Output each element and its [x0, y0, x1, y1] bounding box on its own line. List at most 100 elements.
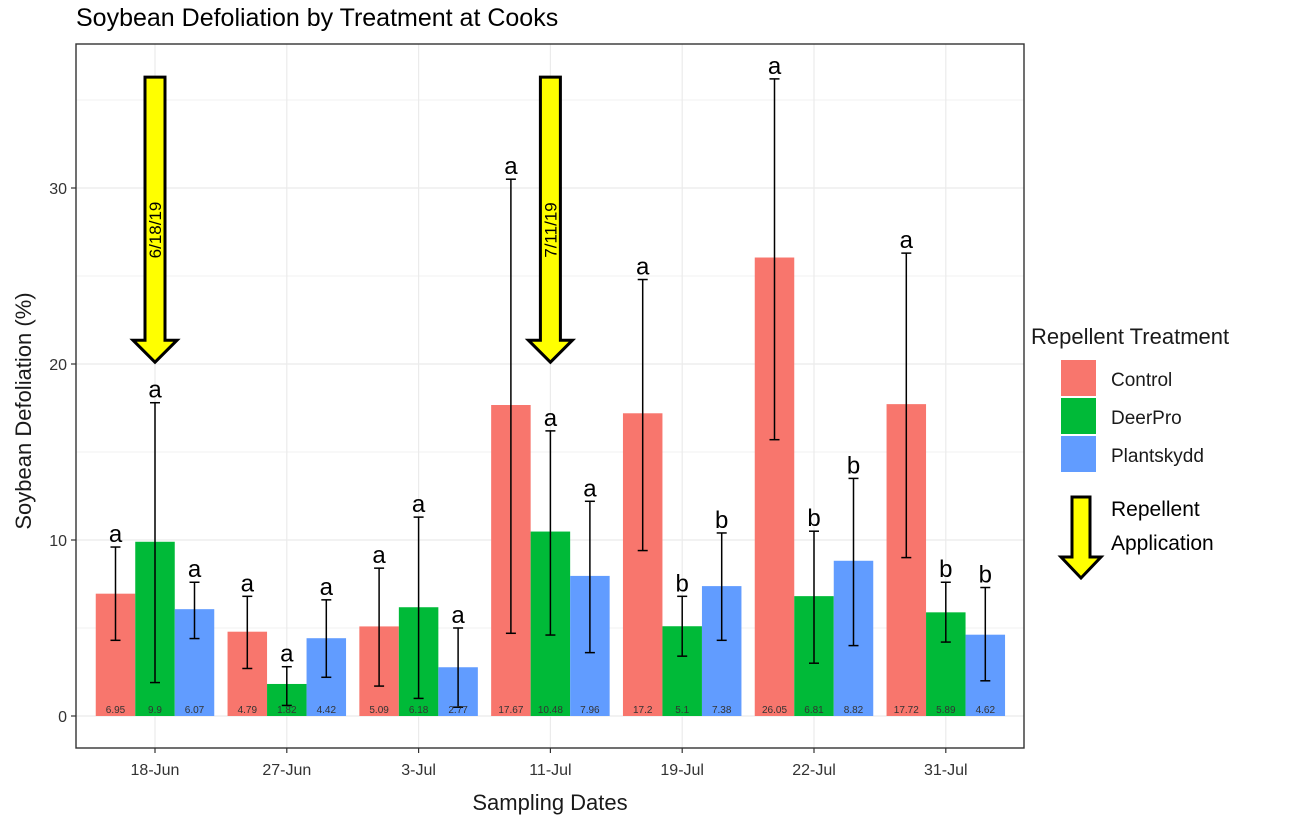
bar-value-label: 9.9 — [148, 705, 162, 716]
legend-note-line: Application — [1111, 532, 1214, 555]
error-bar — [413, 516, 424, 700]
error-bar — [242, 595, 253, 670]
x-tick-label: 27-Jun — [262, 762, 311, 779]
significance-letter: a — [768, 53, 782, 80]
application-arrow: 6/18/19 — [129, 75, 181, 365]
legend-swatch — [1061, 436, 1096, 472]
legend-note-line: Repellent — [1111, 498, 1200, 521]
error-bar — [769, 78, 780, 441]
x-axis: 18-Jun 27-Jun 3-Jul 11-Jul 19-Jul 22-Jul 31-Ju… — [131, 748, 968, 779]
value-labels-layer: 6.95 4.79 5.09 17.67 17.2 26.05 17.72 9.9 1.82 6.… — [106, 705, 996, 716]
bar-value-label: 8.82 — [844, 705, 864, 716]
legend-swatch — [1061, 360, 1096, 396]
legend-title: Repellent Treatment — [1031, 324, 1229, 349]
significance-letter: a — [412, 491, 426, 518]
arrow-down-icon — [129, 75, 181, 365]
y-tick-label: 20 — [49, 357, 67, 374]
x-axis-title: Sampling Dates — [472, 790, 627, 815]
significance-letter: a — [372, 542, 386, 569]
legend-swatch — [1061, 398, 1096, 434]
error-bar — [716, 532, 727, 642]
error-bar — [374, 567, 385, 687]
x-tick-label: 3-Jul — [401, 762, 436, 779]
error-bar — [637, 278, 648, 552]
significance-letter: a — [188, 556, 202, 583]
bar-value-label: 17.2 — [633, 705, 653, 716]
arrow-date-label: 6/18/19 — [146, 202, 165, 259]
arrow-down-icon — [1057, 495, 1105, 581]
error-bar — [848, 477, 859, 647]
bar-value-label: 6.18 — [409, 705, 429, 716]
error-bar — [809, 530, 819, 664]
significance-letter: a — [109, 521, 123, 548]
arrow-date-label: 7/11/19 — [541, 202, 560, 257]
error-bars-layer — [110, 78, 991, 708]
error-bar — [901, 252, 912, 559]
application-arrows-layer: 6/18/19 7/11/19 — [129, 75, 577, 365]
chart-title: Soybean Defoliation by Treatment at Cook… — [76, 4, 558, 32]
error-bar — [940, 581, 951, 643]
bar-value-label: 6.81 — [804, 705, 824, 716]
y-tick-label: 0 — [58, 709, 67, 726]
bar-value-label: 4.42 — [317, 705, 337, 716]
error-bar — [980, 586, 991, 682]
bar-value-label: 17.72 — [894, 705, 919, 716]
significance-letter: b — [715, 507, 728, 534]
legend-label: Control — [1111, 370, 1172, 391]
application-arrow: 7/11/19 — [524, 75, 577, 365]
bar-value-label: 5.89 — [936, 705, 956, 716]
significance-letter: b — [979, 562, 992, 589]
legend-item-deerpro: DeerPro — [1061, 398, 1182, 434]
error-bar — [281, 665, 292, 707]
significance-letter: a — [451, 602, 465, 629]
significance-letter: a — [636, 254, 650, 281]
bar-value-label: 10.48 — [538, 705, 563, 716]
significance-letter: a — [280, 641, 294, 668]
x-tick-label: 11-Jul — [529, 762, 571, 779]
significance-letter: a — [900, 227, 914, 254]
significance-letter: b — [807, 505, 820, 532]
error-bar — [584, 500, 595, 654]
legend-item-control: Control — [1061, 360, 1172, 396]
plot-panel: 6.95 4.79 5.09 17.67 17.2 26.05 17.72 9.9 1.82 6.… — [75, 43, 1025, 749]
legend-label: DeerPro — [1111, 408, 1182, 429]
legend-label: Plantskydd — [1111, 446, 1204, 467]
error-bar — [150, 401, 160, 684]
error-bar — [189, 581, 200, 640]
bar-value-label: 17.67 — [498, 705, 523, 716]
error-bar — [110, 546, 121, 642]
bar-value-label: 1.82 — [277, 705, 297, 716]
error-bar — [505, 178, 516, 635]
significance-letter: a — [544, 405, 558, 432]
bar-value-label: 5.1 — [675, 705, 689, 716]
legend: Repellent Treatment Control DeerPro Plants… — [1031, 324, 1229, 581]
significance-letter: a — [320, 574, 334, 601]
bar-value-label: 2.77 — [448, 705, 468, 716]
bar-value-label: 5.09 — [369, 705, 389, 716]
arrow-down-icon — [524, 75, 577, 365]
x-tick-label: 22-Jul — [792, 762, 836, 779]
bar-value-label: 6.95 — [106, 705, 126, 716]
bar-value-label: 7.38 — [712, 705, 732, 716]
legend-item-plantskydd: Plantskydd — [1061, 436, 1204, 472]
x-tick-label: 18-Jun — [131, 762, 180, 779]
significance-letter: b — [939, 556, 952, 583]
error-bar — [453, 627, 464, 708]
y-axis-title: Soybean Defoliation (%) — [11, 292, 36, 529]
y-axis: 0 10 20 30 — [49, 181, 76, 726]
y-tick-label: 30 — [49, 181, 67, 198]
x-tick-label: 31-Jul — [924, 762, 968, 779]
bar-value-label: 4.62 — [976, 705, 996, 716]
legend-repellent-application: Repellent Application — [1057, 495, 1214, 581]
x-tick-label: 19-Jul — [660, 762, 704, 779]
bar-value-label: 7.96 — [580, 705, 600, 716]
legend-items: Control DeerPro Plantskydd — [1061, 360, 1204, 472]
y-tick-label: 10 — [49, 533, 67, 550]
error-bar — [677, 595, 688, 657]
bar-value-label: 4.79 — [238, 705, 258, 716]
bar-value-label: 6.07 — [185, 705, 205, 716]
significance-letter: a — [583, 475, 597, 502]
significance-letter: a — [504, 153, 518, 180]
